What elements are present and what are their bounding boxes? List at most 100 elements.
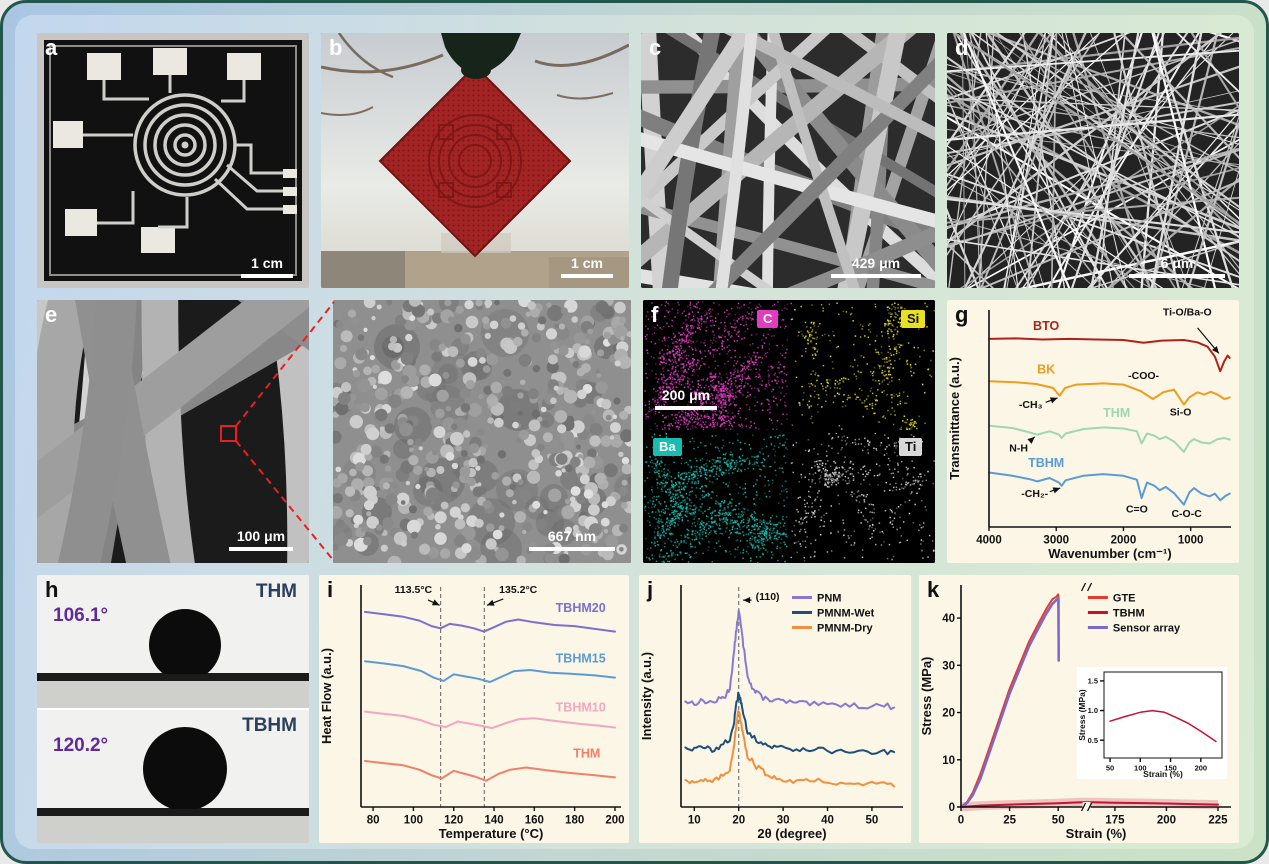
panel-k-stress-strain: 0 25 50 175 200 225 0 10 20 30 40 Strain (%) Stress … [919,575,1239,843]
eds-label-silicon: Si [901,310,926,328]
sample-name-tbhm: TBHM [242,715,297,736]
dsc-chart: TBHM20 TBHM15 TBHM10 THM 80 100 120 140 160 180 20… [319,584,625,841]
panel-letter-e: e [45,302,58,327]
svg-text:BTO: BTO [1033,319,1059,333]
svg-text:20: 20 [732,815,745,827]
scalebar-b: 1 cm [561,254,613,278]
panel-d-sem-nanofibers: d 6 μm [947,33,1239,288]
svg-text:3000: 3000 [1043,535,1069,547]
svg-text:225: 225 [1208,815,1228,827]
svg-text:PMNM-Dry: PMNM-Dry [817,622,873,634]
svg-text:-COO-: -COO- [1128,370,1159,382]
panel-letter-j: j [647,577,654,602]
svg-text:THM: THM [573,747,600,761]
sem-image-nanoparticles [333,300,631,563]
scalebar-f-bar [655,406,717,411]
stress-strain-inset: 50 100 150 200 0.5 1.0 1.5 Strain (%) Stress (MP… [1077,667,1227,779]
panel-letter-g: g [955,302,969,327]
ftir-chart: BTO BK THM TBHM 4000 3000 2000 1000 Wavenumber (… [947,307,1231,561]
svg-text:Temperature (°C): Temperature (°C) [439,826,544,841]
svg-text:TBHM20: TBHM20 [556,601,606,615]
scalebar-b-label: 1 cm [571,254,603,271]
panel-letter-h: h [45,577,59,602]
svg-text:160: 160 [525,815,544,827]
panel-h-contact-angles: h 106.1° THM 120.2° TBHM [37,575,309,843]
sem-image-thick-fibers [37,300,309,563]
svg-text:1000: 1000 [1178,535,1204,547]
svg-text:C-O-C: C-O-C [1171,508,1202,520]
panel-letter-d: d [955,35,969,60]
scalebar-b-bar [561,274,613,278]
svg-text:PNM: PNM [817,592,841,604]
svg-text:1.0: 1.0 [1088,706,1098,715]
panel-b-fabric-photo: b 1 cm [321,33,629,288]
svg-text:10: 10 [688,815,701,827]
svg-text:Stress (MPa): Stress (MPa) [1077,689,1087,741]
panel-letter-f: f [651,302,659,327]
scalebar-d-label: 6 μm [1160,254,1194,271]
scalebar-c: 429 μm [831,254,921,278]
svg-text:GTE: GTE [1113,592,1136,604]
svg-text:Sensor array: Sensor array [1113,622,1181,634]
svg-text:2000: 2000 [1111,535,1137,547]
svg-text:BK: BK [1037,362,1055,376]
svg-text:Strain (%): Strain (%) [1066,826,1127,841]
svg-text:50: 50 [1106,764,1114,773]
svg-text:Ti-O/Ba-O: Ti-O/Ba-O [1163,307,1212,319]
panel-e-zoom-nanoparticles: 667 nm [333,300,631,563]
panel-letter-a: a [45,35,58,60]
outdoor-photo-image [321,33,629,288]
panel-letter-c: c [649,35,662,60]
eds-map-image [643,300,935,563]
circuit-pattern-image [44,40,302,281]
panel-letter-i: i [327,577,334,602]
sem-image-coarse-fibers [641,33,935,288]
svg-text:180: 180 [565,815,584,827]
svg-text:PMNM-Wet: PMNM-Wet [817,607,875,619]
svg-text:0: 0 [958,815,964,827]
svg-text:150: 150 [1164,764,1177,773]
scalebar-c-bar [831,274,921,278]
scalebar-a-label: 1 cm [251,254,283,271]
svg-text:Heat Flow (a.u.): Heat Flow (a.u.) [319,648,334,744]
scalebar-d-bar [1129,274,1225,278]
svg-text:175: 175 [1105,815,1125,827]
scalebar-a-bar [241,274,293,278]
svg-text:50: 50 [1052,815,1065,827]
sample-name-thm: THM [255,581,297,602]
svg-text:30: 30 [942,660,955,672]
scalebar-e-left-label: 100 μm [236,527,286,544]
svg-text:30: 30 [777,815,790,827]
scalebar-e-right: 667 nm [529,527,615,551]
sem-image-fine-fibers [947,33,1239,288]
scalebar-e-right-label: 667 nm [547,527,597,544]
svg-text:0: 0 [949,802,955,814]
svg-text:200: 200 [605,815,624,827]
svg-text:120: 120 [444,815,463,827]
svg-text:4000: 4000 [976,535,1002,547]
panel-g-ftir: BTO BK THM TBHM 4000 3000 2000 1000 Wavenumber (… [947,300,1239,563]
xrd-chart: 10 20 30 40 50 2θ (degree) Intensity (a.u.) PNM… [639,585,903,841]
contact-angle-value-thm: 106.1° [53,605,109,626]
svg-text:N-H: N-H [1009,442,1028,454]
svg-text:1.5: 1.5 [1088,677,1098,686]
svg-text:TBHM: TBHM [1113,607,1145,619]
panel-a-circuit-photo: a 1 cm [37,33,309,288]
eds-label-barium: Ba [653,438,682,456]
svg-text:80: 80 [367,815,380,827]
scalebar-e-right-bar [529,547,615,551]
svg-text:-CH₃: -CH₃ [1019,399,1043,411]
svg-text:10: 10 [942,755,955,767]
svg-text:Strain (%): Strain (%) [1143,769,1183,779]
svg-text:THM: THM [1103,406,1130,420]
contact-angle-image-tbhm [37,710,309,843]
scalebar-d: 6 μm [1129,254,1225,278]
svg-text:-CH₂-: -CH₂- [1021,488,1048,500]
svg-text:TBHM: TBHM [1028,456,1064,470]
svg-text:Si-O: Si-O [1170,407,1192,419]
scalebar-a: 1 cm [241,254,293,278]
scalebar-c-label: 429 μm [851,254,901,271]
contact-angle-image-thm [37,575,309,708]
svg-text:40: 40 [942,613,955,625]
